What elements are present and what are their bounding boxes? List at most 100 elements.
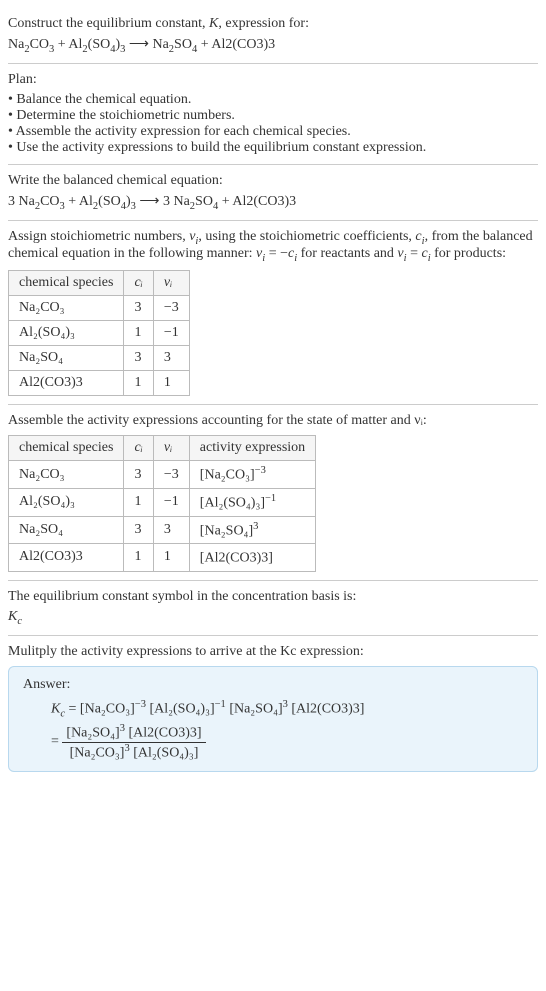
plan-list: Balance the chemical equation. Determine… (8, 92, 538, 156)
answer-eq-line1: Kc = [Na₂CO₃]−3 [Al₂(SO₄)₃]−1 [Na₂SO₄]3 … (51, 699, 523, 719)
table-row: Al2(CO3)311[Al2(CO3)3] (9, 544, 316, 572)
cell-expr: [Al₂(SO₄)₃]−1 (189, 488, 315, 516)
kc-lead: The equilibrium constant symbol in the c… (8, 589, 538, 605)
ans-t1p: −3 (135, 699, 146, 710)
table-row: Na₂CO₃3−3[Na₂CO₃]−3 (9, 461, 316, 489)
eq-r1b: CO (30, 37, 49, 52)
st-r2c: = (407, 246, 422, 261)
plan-item: Determine the stoichiometric numbers. (8, 108, 538, 124)
beq-p1b: SO (195, 194, 213, 209)
num2: [Al2(CO3)3] (128, 726, 201, 741)
intro-text: Construct the equilibrium constant, K, e… (8, 16, 538, 32)
expr-pow: 3 (253, 521, 258, 532)
kc-symbol-section: The equilibrium constant symbol in the c… (8, 581, 538, 636)
plan-item: Balance the chemical equation. (8, 92, 538, 108)
eq-arrow: ⟶ (125, 37, 152, 52)
cell-v: 1 (153, 544, 189, 572)
st-l1: Assign stoichiometric numbers, (8, 229, 189, 244)
th-species: chemical species (9, 271, 124, 296)
plan-title: Plan: (8, 72, 538, 88)
balanced-equation: 3 Na2CO3 + Al2(SO4)3 ⟶ 3 Na2SO4 + Al2(CO… (8, 193, 538, 212)
eq-p1b: SO (174, 37, 192, 52)
answer-section: Mulitply the activity expressions to arr… (8, 636, 538, 781)
th-vi-text: νᵢ (164, 440, 172, 455)
cell-v: −1 (153, 488, 189, 516)
th-vi: νᵢ (153, 271, 189, 296)
answer-fraction: [Na₂SO₄]3 [Al2(CO3)3] [Na₂CO₃] 3 [Al₂(SO₄… (62, 723, 205, 761)
k-symbol: K (209, 16, 218, 31)
kc-K: K (8, 609, 17, 624)
table-row: Na₂SO₄33[Na₂SO₄]3 (9, 516, 316, 544)
balanced-lead: Write the balanced chemical equation: (8, 173, 538, 189)
cell-name: Na₂CO₃ (9, 296, 124, 321)
balanced-section: Write the balanced chemical equation: 3 … (8, 165, 538, 221)
stoich-table: chemical species cᵢ νᵢ Na₂CO₃3−3 Al₂(SO₄… (8, 270, 190, 396)
beq-p1: Na (173, 194, 189, 209)
cell-c: 3 (124, 516, 153, 544)
beq-plus1: + (65, 194, 79, 209)
unbalanced-equation: Na2CO3 + Al2(SO4)3 ⟶ Na2SO4 + Al2(CO3)3 (8, 36, 538, 55)
st-l4: for reactants and (297, 246, 397, 261)
coef2: 3 (163, 194, 174, 209)
expr-base: [Al2(CO3)3] (200, 551, 273, 566)
th-ci-text: cᵢ (134, 440, 142, 455)
st-l5: for products: (431, 246, 506, 261)
kc-symbol: Kc (8, 609, 538, 627)
cell-v: −3 (153, 461, 189, 489)
plan-section: Plan: Balance the chemical equation. Det… (8, 64, 538, 165)
th-vi-text: νᵢ (164, 275, 172, 290)
cell-c: 3 (124, 296, 153, 321)
st-l2: , using the stoichiometric coefficients, (198, 229, 415, 244)
activity-table: chemical species cᵢ νᵢ activity expressi… (8, 435, 316, 572)
th-expr: activity expression (189, 436, 315, 461)
cell-v: 1 (153, 371, 189, 396)
ans-t4: [Al2(CO3)3] (291, 701, 364, 716)
stoich-section: Assign stoichiometric numbers, νi, using… (8, 221, 538, 406)
beq-plus2: + (218, 194, 232, 209)
intro-part2: , expression for: (218, 16, 309, 31)
expr-pow: −3 (255, 465, 266, 476)
ans-t3p: 3 (283, 699, 288, 710)
cell-v: −1 (153, 321, 189, 346)
table-row: Na₂CO₃3−3 (9, 296, 190, 321)
ans-K: K (51, 701, 60, 716)
ans-t3: [Na₂SO₄] (229, 701, 282, 716)
intro-part1: Construct the equilibrium constant, (8, 16, 209, 31)
cell-c: 1 (124, 371, 153, 396)
cell-expr: [Na₂CO₃]−3 (189, 461, 315, 489)
table-header-row: chemical species cᵢ νᵢ activity expressi… (9, 436, 316, 461)
cell-name: Al₂(SO₄)₃ (9, 488, 124, 516)
intro-section: Construct the equilibrium constant, K, e… (8, 8, 538, 64)
th-ci-text: cᵢ (134, 275, 142, 290)
answer-label: Answer: (23, 677, 523, 693)
cell-expr: [Na₂SO₄]3 (189, 516, 315, 544)
ans-t2p: −1 (215, 699, 226, 710)
th-ci: cᵢ (124, 436, 153, 461)
den2: [Al₂(SO₄)₃] (133, 745, 198, 760)
cell-expr: [Al2(CO3)3] (189, 544, 315, 572)
ans-t1: [Na₂CO₃] (80, 701, 135, 716)
cell-c: 3 (124, 346, 153, 371)
cell-v: −3 (153, 296, 189, 321)
frac-num: [Na₂SO₄]3 [Al2(CO3)3] (62, 723, 205, 743)
den1: [Na₂CO₃] (70, 745, 125, 760)
beq-r1b: CO (40, 194, 59, 209)
cell-c: 1 (124, 544, 153, 572)
activity-section: Assemble the activity expressions accoun… (8, 405, 538, 581)
plan-item: Use the activity expressions to build th… (8, 140, 538, 156)
table-row: Na₂SO₄33 (9, 346, 190, 371)
beq-r1: Na (19, 194, 35, 209)
eq-p2: Al2(CO3)3 (211, 37, 275, 52)
num1p: 3 (120, 723, 125, 734)
expr-base: [Al₂(SO₄)₃] (200, 496, 265, 511)
table-row: Al₂(SO₄)₃1−1 (9, 321, 190, 346)
cell-c: 3 (124, 461, 153, 489)
cell-c: 1 (124, 321, 153, 346)
st-r1c: = − (265, 246, 288, 261)
activity-lead: Assemble the activity expressions accoun… (8, 413, 538, 429)
cell-name: Al₂(SO₄)₃ (9, 321, 124, 346)
eq-r2b: (SO (88, 37, 111, 52)
ans-eq: = (65, 701, 80, 716)
eq-r2: Al (68, 37, 82, 52)
table-row: Al₂(SO₄)₃1−1[Al₂(SO₄)₃]−1 (9, 488, 316, 516)
